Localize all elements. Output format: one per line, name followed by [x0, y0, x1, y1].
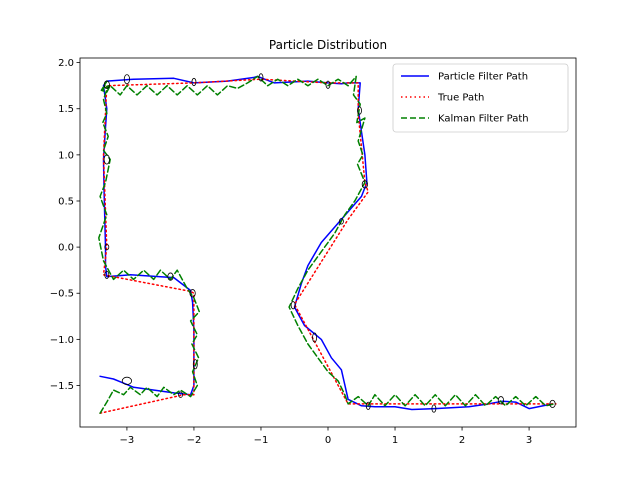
particle-ellipse-13	[497, 396, 505, 405]
x-tick-label: 2	[459, 435, 465, 446]
x-tick-label: 1	[392, 435, 398, 446]
series-line-3	[98, 75, 556, 414]
particle-ellipse-22	[121, 376, 133, 385]
x-tick-label: 0	[325, 435, 331, 446]
particle-ellipse-20	[192, 359, 198, 370]
plot-area	[98, 73, 557, 414]
chart-title: Particle Distribution	[269, 38, 387, 52]
particle-ellipse-4	[258, 73, 264, 82]
x-tick-label: −3	[120, 435, 135, 446]
y-tick-label: 1.0	[58, 150, 74, 161]
y-tick-label: −1.0	[50, 335, 74, 346]
y-tick-label: 0.0	[58, 243, 74, 254]
series-line-2	[99, 78, 557, 414]
legend-box	[392, 63, 569, 133]
particle-ellipse-3	[191, 77, 197, 87]
particle-ellipse-7	[361, 180, 368, 189]
legend-label-1: Particle Filter Path	[438, 72, 528, 83]
y-tick-label: −0.5	[50, 289, 74, 300]
x-tick-label: 3	[526, 435, 532, 446]
particle-ellipse-18	[167, 272, 174, 281]
particle-ellipse-14	[549, 399, 556, 409]
particle-ellipse-19	[189, 289, 196, 298]
particle-ellipse-8	[338, 218, 344, 225]
particle-ellipse-11	[365, 401, 371, 410]
y-tick-label: 2.0	[58, 58, 74, 69]
particle-ellipse-1	[103, 80, 110, 89]
axes: −3 −2 −1 0 1 2 3 −1.5 −1.0 −0.5 0.0 0.5 1.0 1.5 2.0	[50, 57, 577, 446]
particle-ellipse-6	[357, 106, 362, 115]
particle-ellipse-15	[103, 154, 110, 165]
particle-ellipse-21	[178, 391, 183, 398]
particle-ellipse-17	[104, 270, 110, 279]
particle-ellipse-16	[104, 243, 110, 251]
x-tick-label: −1	[254, 435, 269, 446]
particle-ellipse-12	[431, 404, 437, 413]
particle-ellipse-10	[290, 301, 296, 310]
legend: Particle Filter Path True Path Kalman Filt…	[392, 63, 569, 133]
particle-ellipse-9	[312, 332, 318, 343]
legend-label-3: Kalman Filter Path	[438, 114, 529, 125]
particle-ellipse-2	[123, 74, 131, 85]
particle-ellipse-5	[325, 80, 331, 89]
y-tick-label: 1.5	[58, 104, 74, 115]
y-tick-label: 0.5	[58, 196, 74, 207]
y-tick-label: −1.5	[50, 381, 74, 392]
x-tick-label: −2	[187, 435, 202, 446]
legend-label-2: True Path	[437, 93, 484, 104]
